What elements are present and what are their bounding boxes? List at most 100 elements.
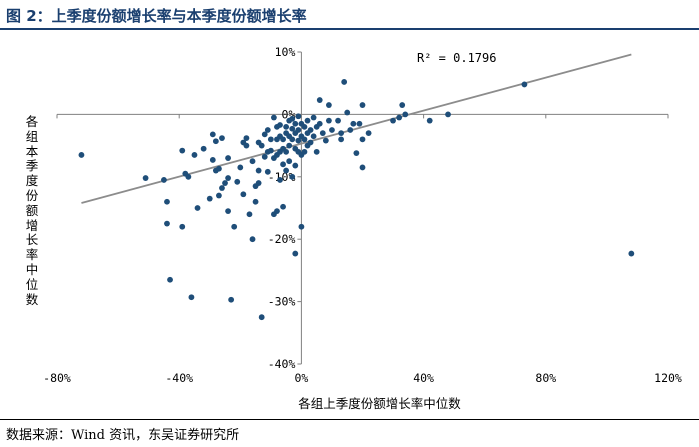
data-point [289,125,296,132]
data-point [264,168,271,175]
x-tick-label: 0% [294,371,308,385]
data-point [225,208,231,215]
data-point [252,198,259,205]
data-point [344,109,351,116]
data-point [292,120,299,127]
data-point [350,120,357,127]
data-point [445,111,451,118]
data-point [292,250,299,257]
data-point [289,136,296,143]
data-point [271,114,277,121]
data-point [286,142,293,149]
data-point [277,122,283,128]
data-point [216,165,222,172]
data-point [277,177,283,183]
data-point [313,148,320,155]
data-point [206,195,213,202]
data-point [310,114,317,121]
data-point [209,157,216,163]
data-point [347,127,354,133]
x-tick-label: -80% [43,371,71,385]
data-point [301,148,308,155]
data-point [307,139,314,146]
data-point [356,120,363,127]
data-point [316,120,323,127]
data-point [399,102,406,108]
data-point [295,127,302,133]
data-point [359,102,366,108]
data-point [338,130,345,137]
data-point [289,173,296,180]
data-point [280,136,286,143]
data-point [228,296,235,303]
data-point [222,180,228,186]
data-point [292,162,299,169]
data-point [301,136,308,143]
data-point [295,113,302,120]
data-point [209,131,216,138]
data-point [267,136,274,143]
data-point [359,164,366,171]
data-point [628,250,635,257]
data-point [267,147,274,154]
data-point [316,97,323,103]
data-point [231,223,238,230]
data-point [240,191,247,198]
data-point [283,167,290,174]
data-point [249,236,256,243]
data-point [335,117,341,124]
y-tick-label: -40% [268,357,296,371]
trend-line [81,53,632,204]
data-point [234,178,241,185]
data-point [188,294,195,301]
data-point [307,127,314,133]
data-point [179,223,186,230]
data-point [225,155,231,161]
data-point [274,208,280,215]
data-point [280,161,286,168]
figure-title-bar: 图 2：上季度份额增长率与本季度份额增长率 [0,0,699,30]
data-point [219,135,225,142]
data-point [237,164,244,171]
data-point [338,136,345,143]
data-point [353,150,360,156]
y-tick-label: -10% [268,170,296,184]
data-point [283,148,290,155]
data-point [185,173,192,180]
data-point [521,81,528,88]
data-point [200,145,207,152]
data-point [255,167,262,174]
data-point [329,127,335,133]
y-axis-label: 各组本季度份额增长率中位数 [25,114,39,307]
data-point [304,117,311,124]
y-tick-label: -20% [268,232,296,246]
figure-title: 图 2：上季度份额增长率与本季度份额增长率 [6,7,307,25]
data-point [390,117,396,124]
x-axis-label: 各组上季度份额增长率中位数 [298,396,461,411]
data-point [243,135,250,142]
data-point [261,153,268,160]
data-point [365,130,372,137]
y-tick-label: -30% [268,295,296,309]
data-point [255,180,262,186]
data-point [246,211,253,218]
data-point [301,123,308,130]
x-tick-label: -40% [165,371,193,385]
source-note: 数据来源：Wind 资讯，东吴证券研究所 [6,428,240,443]
data-point [179,147,186,154]
data-point [341,79,348,85]
data-point [325,102,332,108]
data-point [396,114,403,121]
data-point [310,133,317,140]
data-point [142,175,149,181]
data-point [258,314,265,321]
data-point [212,138,219,145]
x-tick-label: 120% [654,371,682,385]
data-point [319,130,326,137]
x-tick-label: 80% [535,371,556,385]
scatter-chart: -80% -40% 0% 40% 80% 120%10%0%-10%-20%-30%-40… [43,45,682,385]
data-point [164,220,170,227]
data-point [283,123,290,130]
data-point [191,152,198,158]
figure-footer: 数据来源：Wind 资讯，东吴证券研究所 [0,419,699,447]
